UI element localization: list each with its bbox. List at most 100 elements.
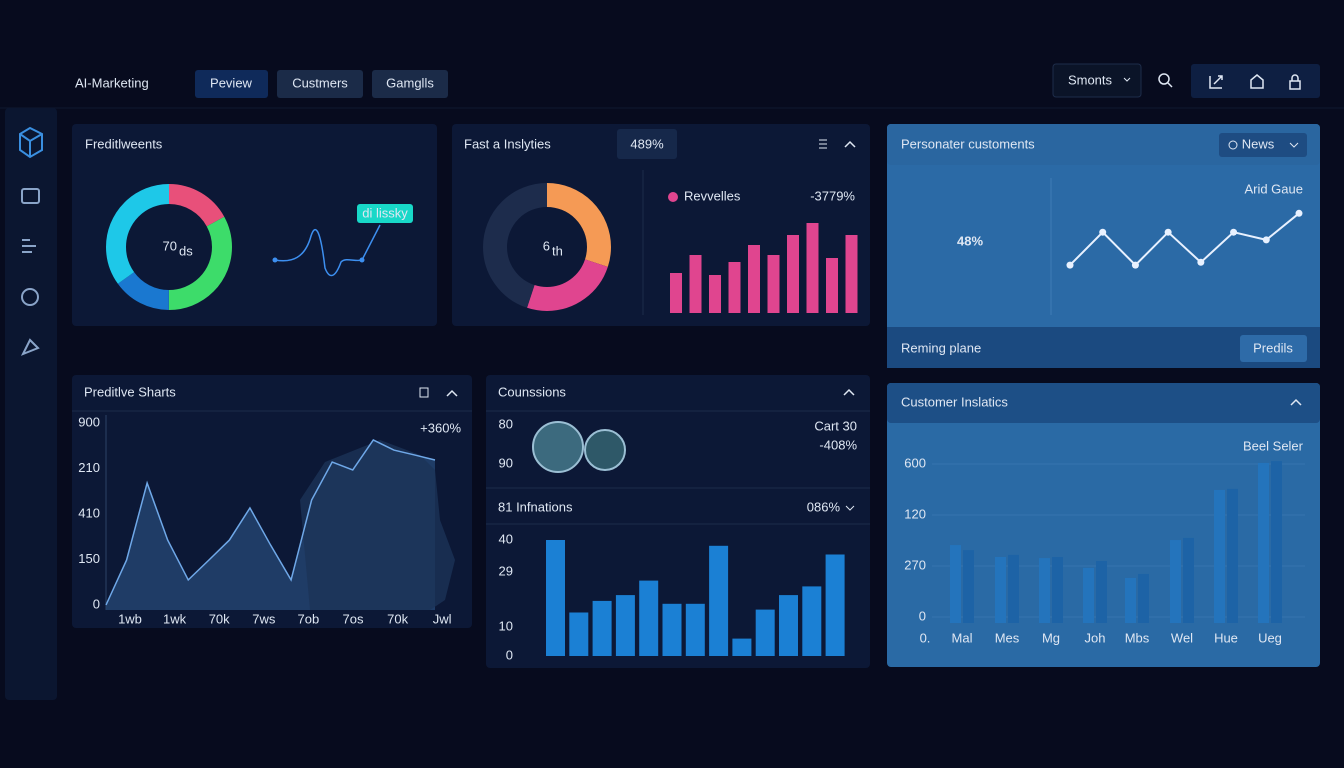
badge	[617, 129, 677, 159]
button-label[interactable]: Predils	[1253, 340, 1293, 355]
collapse-icon[interactable]	[844, 140, 856, 148]
donut-segment	[106, 184, 232, 310]
bar	[826, 258, 838, 313]
avatar	[584, 429, 626, 471]
y-tick-label: 40	[499, 531, 513, 546]
donut-segment	[483, 183, 611, 311]
line-point	[1295, 209, 1303, 217]
button-label[interactable]: News	[1242, 136, 1275, 151]
grid-icon[interactable]	[819, 139, 827, 149]
bar	[779, 595, 798, 656]
x-tick-label: 1wb	[118, 611, 142, 626]
x-tick-label: Mal	[952, 630, 973, 645]
tab[interactable]	[277, 70, 363, 98]
donut-value: 6	[543, 238, 550, 253]
dropdown-label[interactable]: Smonts	[1068, 72, 1113, 87]
x-tick-label: 7os	[343, 611, 364, 626]
bar	[546, 540, 565, 656]
section-badge: 086%	[807, 499, 841, 514]
bar	[963, 550, 974, 623]
logo-icon[interactable]	[19, 126, 43, 159]
tab-label[interactable]: Gamglls	[386, 75, 434, 90]
button[interactable]	[1240, 335, 1307, 362]
bar	[1214, 489, 1225, 623]
panel	[72, 124, 437, 326]
y-tick-label: 210	[78, 460, 100, 475]
bar	[1138, 573, 1149, 623]
collapse-icon[interactable]	[843, 388, 855, 396]
collapse-icon[interactable]	[446, 389, 458, 397]
y-tick-label: 410	[78, 505, 100, 520]
legend-label: Revvelles	[684, 188, 741, 203]
bar	[1008, 554, 1019, 623]
nav-icon[interactable]	[21, 188, 40, 204]
bar	[1052, 557, 1063, 623]
bar	[662, 603, 682, 656]
line	[1069, 212, 1300, 267]
nav-icon[interactable]	[21, 288, 39, 306]
x-tick-label: Hue	[1214, 630, 1238, 645]
share-icon[interactable]	[1209, 75, 1223, 89]
dropdown-chevron	[1123, 77, 1131, 82]
tab-label[interactable]: Custmers	[292, 75, 348, 90]
y-tick-label: 10	[499, 618, 513, 633]
bar	[709, 545, 729, 656]
x-tick-label: 7ws	[252, 611, 276, 626]
panel	[887, 383, 1320, 667]
lock-icon[interactable]	[1289, 80, 1301, 90]
nav-icon[interactable]	[22, 239, 36, 253]
nav-icon[interactable]	[20, 338, 40, 356]
tab-label[interactable]: Peview	[210, 75, 253, 90]
button-icon	[1228, 140, 1238, 150]
panel-title: Customer Inslatics	[901, 394, 1008, 409]
line-point	[1197, 258, 1205, 266]
line	[105, 439, 436, 606]
bar	[950, 545, 961, 623]
home-icon[interactable]	[1250, 74, 1264, 89]
y-tick-label: 0	[93, 596, 100, 611]
tab[interactable]	[372, 70, 448, 98]
cart-label: Cart 30	[814, 418, 857, 433]
sidebar	[5, 108, 57, 700]
panel-title: Preditlve Sharts	[84, 384, 176, 399]
badge-label: 489%	[630, 136, 664, 151]
change: +360%	[420, 420, 461, 435]
sparkline-dot	[359, 257, 365, 263]
map-shape	[300, 440, 455, 610]
x-tick-label: 7ob	[298, 611, 320, 626]
bar	[755, 609, 775, 656]
bar	[767, 255, 780, 313]
bar	[1125, 577, 1136, 623]
bar	[1183, 537, 1194, 623]
button[interactable]	[1219, 133, 1307, 157]
sidebar-icons	[19, 126, 43, 356]
y-tick-label: 80	[499, 416, 513, 431]
tab[interactable]	[195, 70, 268, 98]
bar	[806, 223, 819, 313]
search-icon[interactable]	[1158, 73, 1170, 85]
collapse-icon[interactable]	[1290, 398, 1302, 406]
line-point	[1066, 261, 1074, 269]
y-tick-label: 0	[919, 608, 926, 623]
bar	[728, 262, 741, 313]
x-tick-label: 70k	[387, 611, 408, 626]
donut-segment	[483, 183, 611, 311]
panel-title: Freditlweents	[85, 136, 163, 151]
x-tick-label: 1wk	[163, 611, 187, 626]
x-tick-label: Ueg	[1258, 630, 1282, 645]
y-tick-label: 0	[506, 647, 513, 662]
header-icons	[1158, 73, 1173, 88]
expand-icon[interactable]	[419, 387, 429, 398]
bar	[670, 273, 682, 313]
y-tick-label: 120	[904, 506, 926, 521]
legend-dot	[668, 192, 678, 202]
dropdown[interactable]	[1052, 63, 1142, 98]
bar	[732, 638, 752, 656]
donut-segment	[106, 184, 232, 310]
y-tick-label: 150	[78, 551, 100, 566]
line-point	[1164, 228, 1172, 236]
bar	[709, 275, 721, 313]
bar	[615, 595, 635, 656]
panel-header	[887, 383, 1320, 423]
bar	[1227, 488, 1238, 623]
